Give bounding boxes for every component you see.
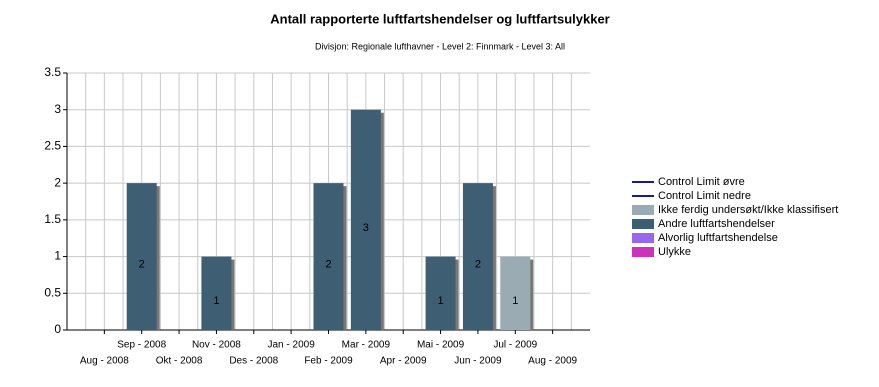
value-label: 2	[325, 258, 331, 270]
legend-swatch	[632, 205, 654, 215]
legend-swatch	[632, 247, 654, 257]
legend-label: Control Limit øvre	[658, 176, 745, 188]
x-tick-label: Jul - 2009	[493, 340, 537, 351]
legend-label: Andre luftfartshendelser	[658, 218, 775, 230]
x-tick-label: Jun - 2009	[454, 356, 502, 367]
bar	[350, 109, 381, 330]
bar	[126, 183, 157, 330]
x-tick-label: Mar - 2009	[342, 340, 391, 351]
legend-label: Alvorlig luftfartshendelse	[658, 232, 778, 244]
x-tick-label: Sep - 2008	[117, 340, 166, 351]
x-tick-label: Okt - 2008	[156, 356, 203, 367]
x-tick-label: Nov - 2008	[192, 340, 241, 351]
value-label: 1	[213, 295, 219, 307]
bar	[462, 183, 493, 330]
y-tick-label: 0.5	[44, 285, 61, 299]
chart-subtitle: Divisjon: Regionale lufthavner - Level 2…	[315, 41, 565, 51]
y-tick-label: 1.5	[44, 212, 61, 226]
x-tick-label: Apr - 2009	[380, 356, 427, 367]
bar	[425, 256, 456, 330]
x-tick-label: Mai - 2009	[417, 340, 465, 351]
value-label: 1	[438, 295, 444, 307]
y-tick-label: 2	[54, 175, 61, 189]
y-tick-label: 1	[54, 249, 61, 263]
x-tick-label: Aug - 2009	[528, 356, 577, 367]
bar	[500, 256, 531, 330]
y-tick-label: 3	[54, 102, 61, 116]
legend-label: Ulykke	[658, 246, 691, 258]
x-tick-label: Jan - 2009	[268, 340, 316, 351]
legend-swatch	[632, 219, 654, 229]
x-tick-label: Aug - 2008	[80, 356, 129, 367]
x-tick-label: Feb - 2009	[304, 356, 353, 367]
y-tick-label: 2.5	[44, 139, 61, 153]
value-label: 1	[512, 295, 518, 307]
legend-swatch	[632, 233, 654, 243]
y-tick-label: 3.5	[44, 65, 61, 79]
bar	[201, 256, 232, 330]
value-label: 2	[475, 258, 481, 270]
x-tick-label: Des - 2008	[229, 356, 278, 367]
y-tick-label: 0	[54, 322, 61, 336]
bar	[313, 183, 344, 330]
value-label: 3	[363, 222, 369, 234]
value-label: 2	[139, 258, 145, 270]
chart-title: Antall rapporterte luftfartshendelser og…	[270, 11, 610, 26]
legend-label: Ikke ferdig undersøkt/Ikke klassifisert	[658, 204, 838, 216]
legend-label: Control Limit nedre	[658, 190, 751, 202]
